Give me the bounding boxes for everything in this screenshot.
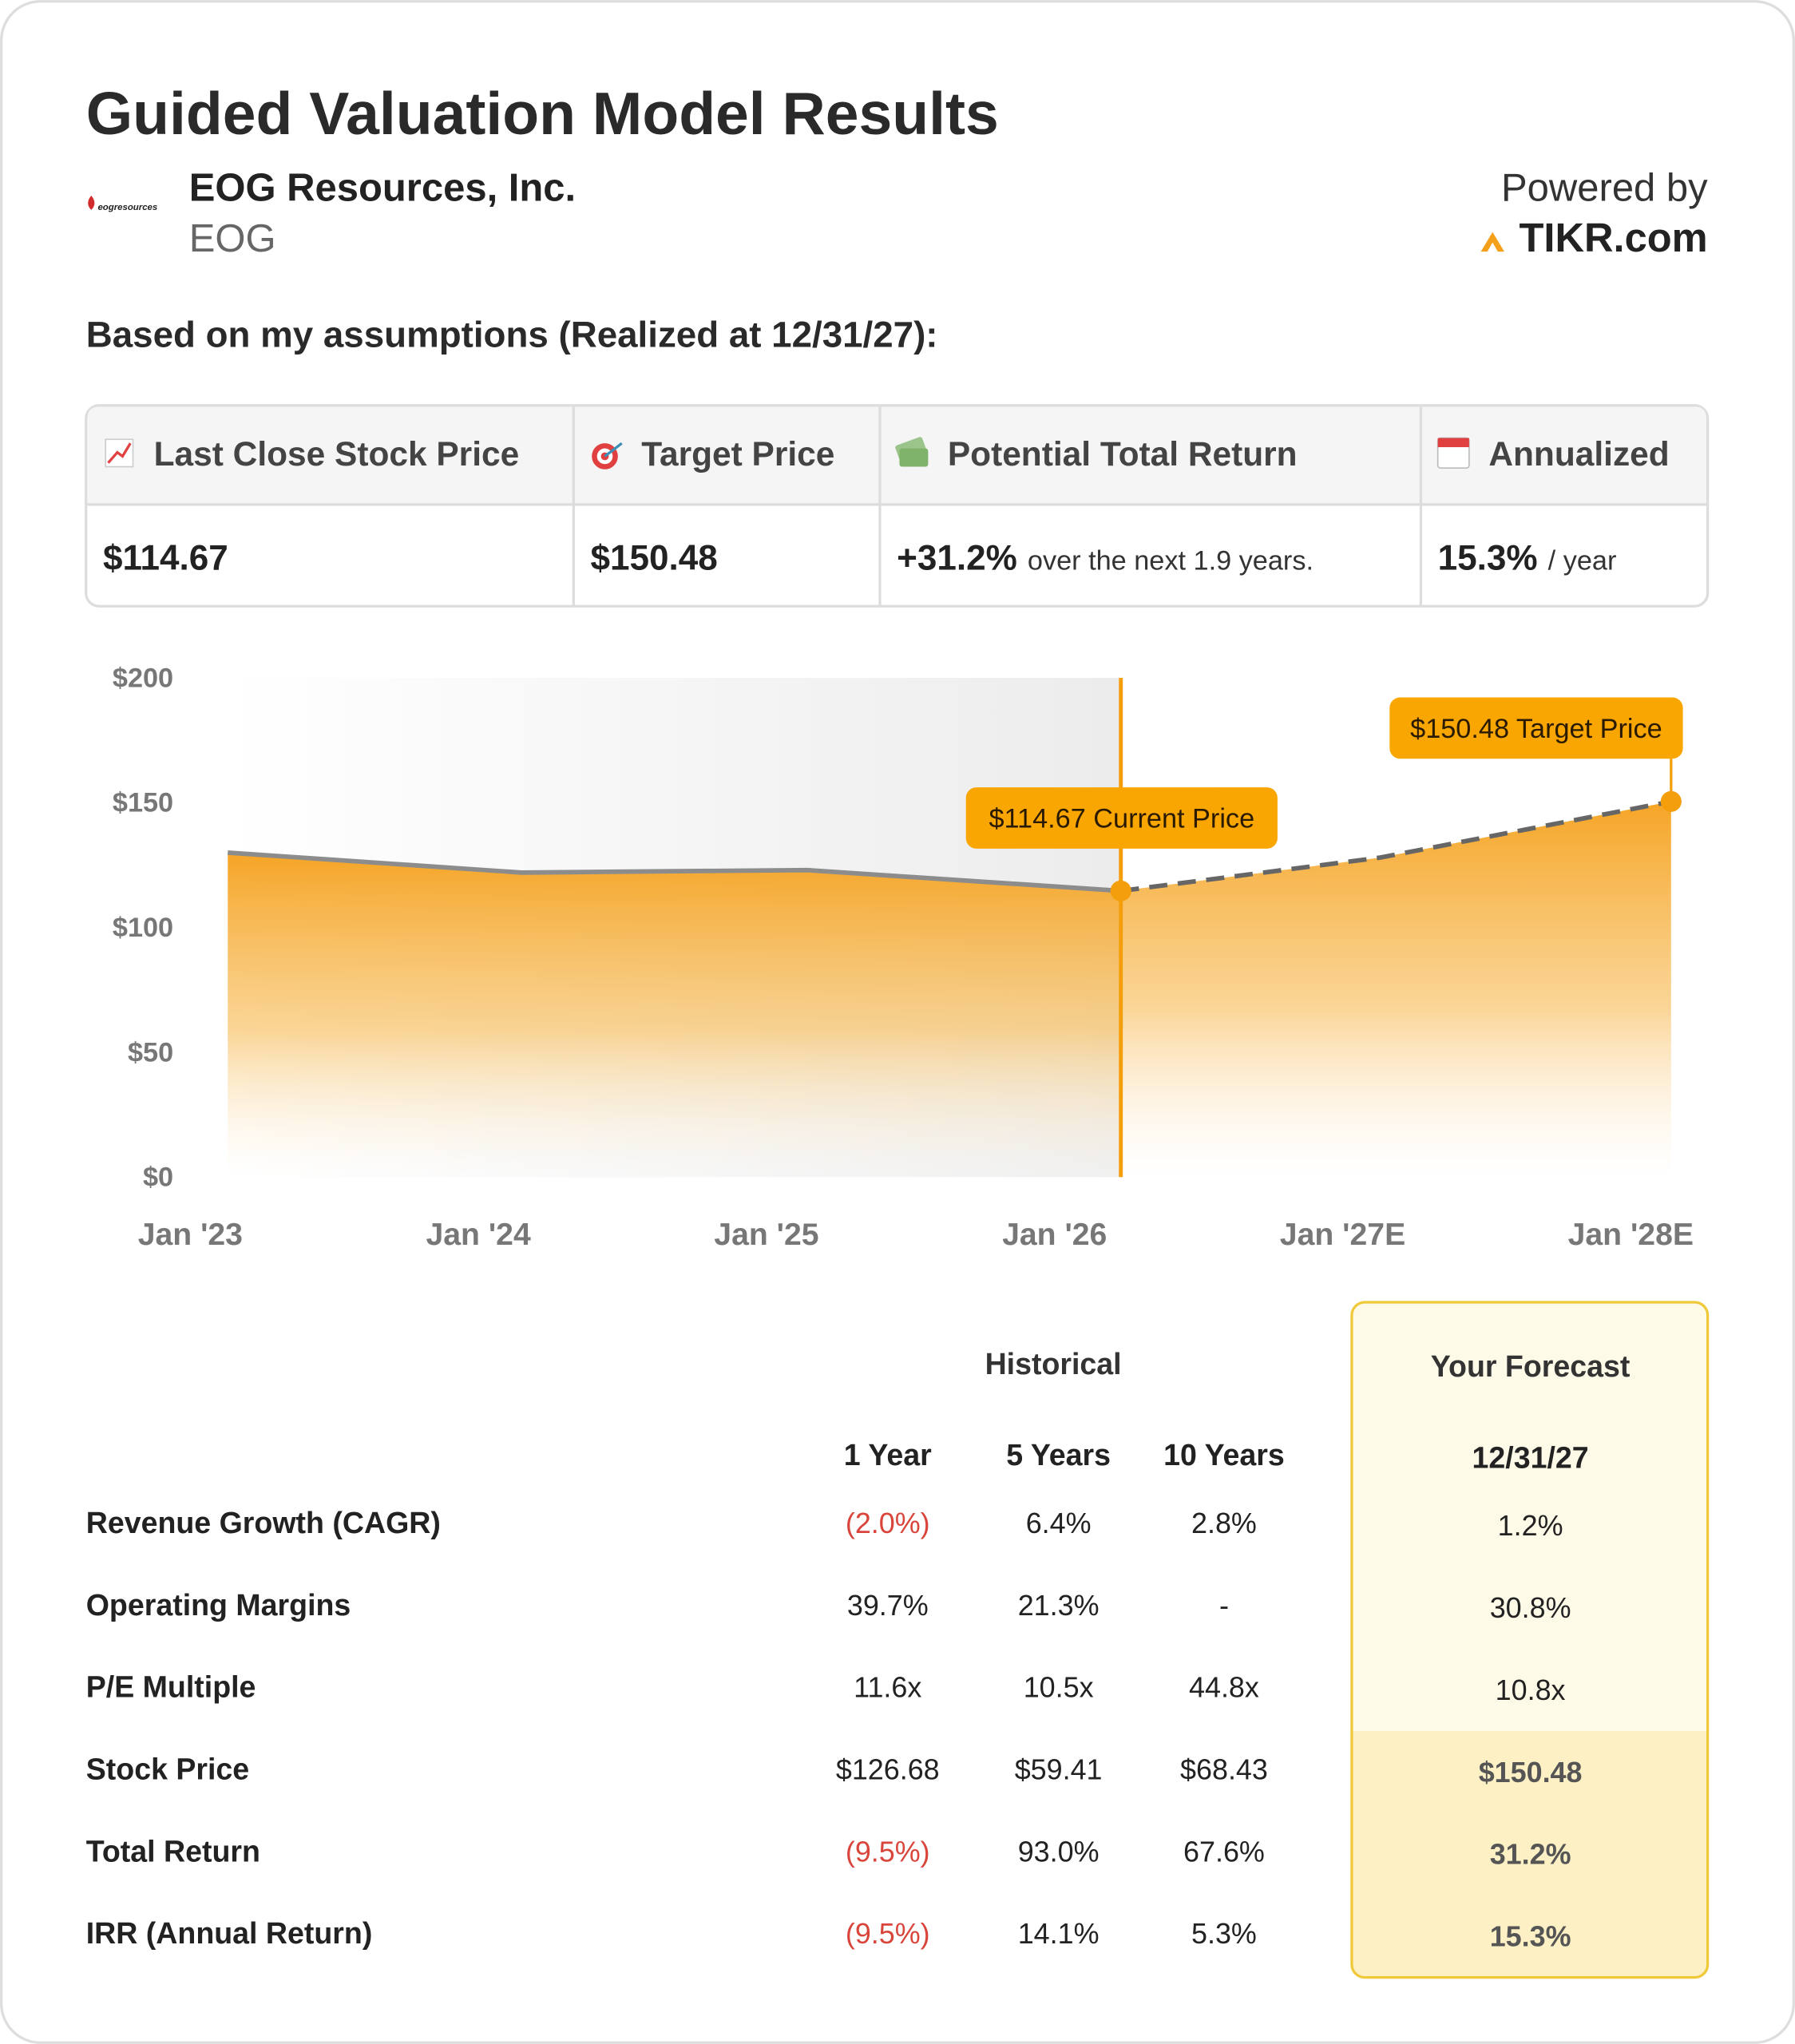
- price-line: [1120, 799, 1672, 893]
- group-label: Historical: [985, 1347, 1122, 1380]
- metric-value: 5.3%: [1191, 1917, 1257, 1950]
- point-marker: [1110, 880, 1131, 901]
- page-title: Guided Valuation Model Results: [86, 80, 999, 147]
- row-label: Stock Price: [86, 1753, 249, 1786]
- point-marker: [1660, 790, 1682, 812]
- callout-label: $150.48 Target Price: [1410, 714, 1662, 744]
- icon-chart: [105, 438, 134, 468]
- price-chart: $0 $50 $100 $150 $200 Jan '23 Jan '24 Jan '25 Ja…: [113, 663, 1694, 1252]
- summary-main: $114.67: [103, 539, 228, 578]
- metric-value: 14.1%: [1018, 1917, 1100, 1950]
- area: [228, 852, 1121, 1178]
- summary-header-bg: [87, 406, 1706, 505]
- metric-value: 2.8%: [1191, 1507, 1257, 1539]
- row-label: P/E Multiple: [86, 1670, 256, 1704]
- company-ticker: EOG: [189, 217, 276, 260]
- callout-label: $114.67 Current Price: [989, 804, 1254, 834]
- metric-value: (9.5%): [846, 1835, 930, 1868]
- metric-value: 93.0%: [1018, 1835, 1100, 1868]
- row-label: IRR (Annual Return): [86, 1916, 373, 1950]
- icon-calendar: [1436, 437, 1470, 469]
- metric-value: 1.2%: [1498, 1509, 1563, 1542]
- icon-target: [592, 442, 623, 469]
- summary-main: $150.48: [591, 539, 718, 578]
- company-logo-mark: [88, 195, 95, 210]
- metric-value: 30.8%: [1490, 1591, 1571, 1624]
- summary-value: $150.48: [591, 539, 718, 578]
- summary-header: Target Price: [641, 435, 834, 473]
- summary-header: Last Close Stock Price: [154, 435, 520, 473]
- metric-value: $150.48: [1479, 1756, 1583, 1788]
- brand-name[interactable]: TIKR.com: [1519, 215, 1707, 260]
- row-label: Operating Margins: [86, 1588, 351, 1622]
- powered-by: Powered by: [1501, 167, 1708, 210]
- metric-value: 44.8x: [1189, 1671, 1259, 1704]
- column-header: 10 Years: [1163, 1438, 1285, 1472]
- summary-value: $114.67: [103, 539, 228, 578]
- column-header: 12/31/27: [1472, 1440, 1589, 1474]
- metric-value: 10.5x: [1024, 1671, 1094, 1704]
- x-tick-label: Jan '24: [426, 1218, 530, 1252]
- group-label: Your Forecast: [1431, 1349, 1631, 1383]
- metric-value: $126.68: [836, 1753, 940, 1786]
- metric-value: 67.6%: [1183, 1835, 1265, 1868]
- metric-value: 10.8x: [1496, 1674, 1566, 1706]
- y-tick-label: $150: [113, 788, 173, 818]
- row-label: Revenue Growth (CAGR): [86, 1506, 441, 1539]
- metric-value: 6.4%: [1026, 1507, 1092, 1539]
- brand-logo: [1480, 232, 1504, 252]
- callout-box: [965, 787, 1278, 849]
- summary-value: +31.2% over the next 1.9 years.: [897, 539, 1314, 578]
- company-name: EOG Resources, Inc.: [189, 167, 576, 210]
- summary-suffix: / year: [1548, 546, 1617, 576]
- metric-value: 39.7%: [847, 1589, 929, 1622]
- company-logo-text: eogresources: [97, 203, 157, 212]
- y-tick-label: $100: [113, 913, 173, 943]
- summary-main: +31.2%: [897, 539, 1017, 578]
- forecast-border: [1350, 1301, 1710, 1979]
- metric-value: $59.41: [1015, 1753, 1103, 1786]
- column-header: 5 Years: [1006, 1438, 1111, 1472]
- metric-value: 15.3%: [1490, 1919, 1571, 1952]
- y-tick-label: $50: [128, 1037, 173, 1068]
- metric-value: (9.5%): [846, 1917, 930, 1950]
- summary-table: Last Close Stock Price $114.67 Target Pric…: [85, 404, 1710, 608]
- metric-value: 31.2%: [1490, 1838, 1571, 1871]
- metrics-table: Historical Your Forecast 1 Year 5 Years 10…: [86, 1301, 1710, 1979]
- metric-value: 21.3%: [1018, 1589, 1100, 1622]
- summary-suffix: over the next 1.9 years.: [1028, 546, 1314, 576]
- summary-header: Potential Total Return: [948, 435, 1298, 473]
- x-tick-label: Jan '23: [138, 1218, 243, 1252]
- forecast-highlight: [1353, 1731, 1706, 1977]
- metric-value: (2.0%): [846, 1507, 930, 1539]
- area: [1120, 801, 1671, 1178]
- metric-value: $68.43: [1180, 1753, 1268, 1786]
- subtitle: Based on my assumptions (Realized at 12/…: [86, 314, 938, 355]
- x-tick-label: Jan '27E: [1280, 1218, 1405, 1252]
- y-tick-label: $200: [113, 663, 173, 693]
- y-tick-label: $0: [143, 1163, 173, 1193]
- price-line: [228, 850, 1121, 893]
- x-tick-label: Jan '26: [1002, 1218, 1107, 1252]
- metric-value: -: [1219, 1589, 1229, 1622]
- metric-value: 11.6x: [854, 1671, 921, 1704]
- callout-box: [1389, 697, 1683, 759]
- x-tick-label: Jan '28E: [1568, 1218, 1694, 1252]
- summary-main: 15.3%: [1438, 539, 1538, 578]
- x-tick-label: Jan '25: [714, 1218, 818, 1252]
- summary-value: 15.3% / year: [1438, 539, 1617, 578]
- icon-money: [895, 437, 929, 467]
- column-header: 1 Year: [844, 1438, 932, 1472]
- summary-header: Annualized: [1488, 435, 1669, 473]
- row-label: Total Return: [86, 1834, 260, 1868]
